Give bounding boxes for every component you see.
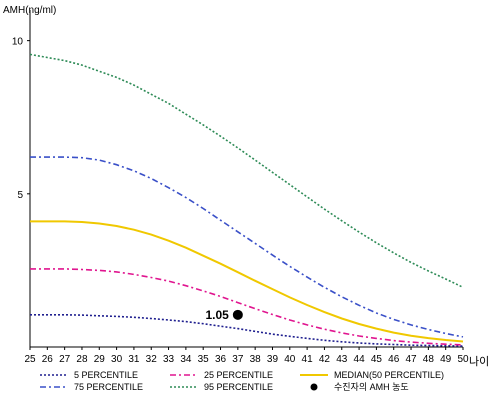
x-ticks: 25 26 27 28 29 30 31 32 33 34 35 36 37 38 39 40 41 42 43 44… [24,347,469,365]
legend-label: 수진자의 AMH 농도 [334,382,409,392]
x-tick-label: 38 [250,354,262,365]
x-tick-label: 28 [76,354,88,365]
legend-label: MEDIAN(50 PERCENTILE) [334,370,444,380]
x-tick-label: 44 [354,354,366,365]
patient-amh-value-label: 1.05 [205,308,229,322]
x-tick-label: 34 [180,354,192,365]
x-tick-label: 43 [336,354,348,365]
legend-label: 25 PERCENTILE [204,370,273,380]
x-tick-label: 37 [232,354,244,365]
x-tick-label: 27 [59,354,71,365]
x-tick-label: 33 [163,354,175,365]
x-tick-label: 39 [267,354,279,365]
series-line-3 [30,220,464,343]
series-line-1 [30,313,464,347]
x-tick-label: 29 [94,354,106,365]
x-tick-label: 30 [111,354,123,365]
y-axis-label: AMH(ng/ml) [3,5,56,16]
patient-amh-marker [232,309,243,320]
x-tick-label: 25 [24,354,36,365]
legend-label: 5 PERCENTILE [74,370,138,380]
x-tick-label: 26 [42,354,54,365]
x-tick-label: 31 [128,354,140,365]
series-line-5 [29,53,464,289]
x-tick-label: 42 [319,354,331,365]
y-tick-label: 10 [12,37,24,48]
x-tick-label: 49 [440,354,452,365]
legend-label: 95 PERCENTILE [204,382,273,392]
legend: 5 PERCENTILE 25 PERCENTILE MEDIAN(50 PERCE… [40,370,444,392]
x-tick-label: 50 [457,354,469,365]
x-tick-label: 35 [198,354,210,365]
y-tick-label: 5 [17,190,23,201]
legend-label: 75 PERCENTILE [74,382,143,392]
series-line-2 [30,268,464,346]
marker-layer: 1.05 [205,308,243,322]
x-tick-label: 46 [388,354,400,365]
x-tick-label: 47 [405,354,417,365]
legend-marker-swatch [310,383,318,391]
y-ticks: 5 10 [12,37,30,201]
x-tick-label: 36 [215,354,227,365]
series-layer [29,53,464,347]
series-line-4 [30,156,464,338]
x-tick-label: 48 [423,354,435,365]
x-tick-label: 45 [371,354,383,365]
x-axis-label: 나이 [469,355,489,368]
x-tick-label: 41 [302,354,314,365]
x-tick-label: 40 [284,354,296,365]
axes: AMH(ng/ml) 나이 [3,5,489,368]
x-tick-label: 32 [146,354,158,365]
